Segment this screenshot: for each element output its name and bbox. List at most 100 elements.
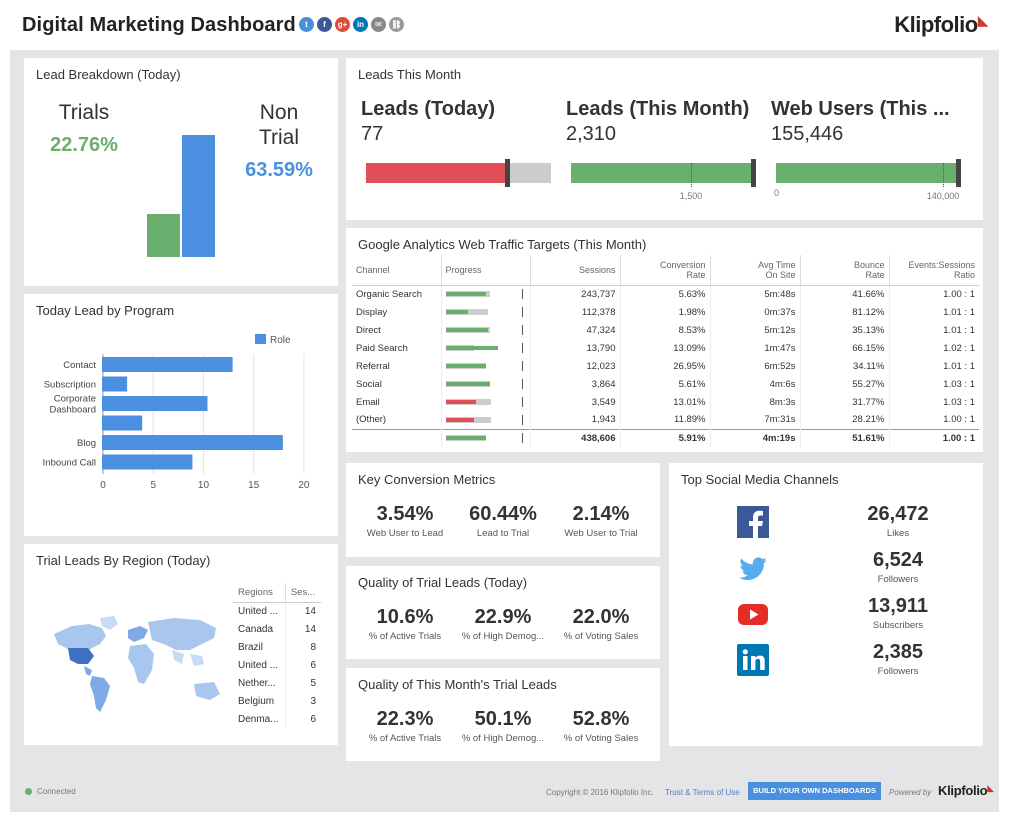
category-label: Corporate (54, 394, 96, 405)
progress-fill (445, 328, 488, 332)
cell-bounce: 35.13% (800, 321, 890, 339)
table-row[interactable]: Paid Search 13,790 13.09% 1m:47s 66.15% 1.02 … (352, 339, 979, 357)
cell-progress (441, 285, 531, 303)
conversion-metrics-panel: Key Conversion Metrics 3.54% Web User to … (346, 463, 660, 557)
cell-progress (441, 428, 531, 447)
region-sessions: 6 (284, 710, 321, 728)
category-label: Dashboard (50, 405, 96, 416)
program-bar[interactable] (102, 435, 283, 450)
region-table: Regions Ses... United ... 14 Canada 14 Brazi… (233, 583, 321, 728)
region-row[interactable]: Nether... 5 (233, 674, 321, 692)
region-row[interactable]: Denma... 6 (233, 710, 321, 728)
panel-title: Google Analytics Web Traffic Targets (Th… (358, 237, 647, 252)
brand-logo[interactable]: Klipfolio◣ (894, 12, 988, 37)
cell-ratio: 1.00 : 1 (943, 414, 975, 426)
region-name: United ... (238, 659, 279, 671)
metric-label: % of High Demog... (461, 733, 545, 744)
category-label: Subscription (44, 380, 96, 391)
metric-value: 22.3% (376, 708, 434, 730)
metric-label: % of High Demog... (461, 631, 545, 642)
link-icon[interactable]: ⛓ (389, 17, 404, 32)
table-row[interactable]: Organic Search 243,737 5.63% 5m:48s 41.66% 1.… (352, 285, 979, 303)
linkedin-icon[interactable]: in (353, 17, 368, 32)
program-bar[interactable] (102, 396, 208, 411)
program-bar[interactable] (102, 454, 193, 470)
progress-marker (521, 361, 523, 371)
footer-brand-logo[interactable]: Klipfolio◣ (938, 783, 994, 798)
non-trial-label-2: Trial (258, 126, 300, 149)
metric-label: Lead to Trial (476, 528, 530, 539)
build-dashboards-button[interactable]: BUILD YOUR OWN DASHBOARDS (748, 782, 881, 800)
leads-month-panel: Leads This Month Leads (Today) 77 Leads (T… (346, 58, 983, 220)
non-trial-bar (182, 135, 215, 257)
program-bar[interactable] (102, 357, 233, 372)
table-row[interactable]: Referral 12,023 26.95% 6m:52s 34.11% 1.01 : 1 (352, 357, 979, 375)
table-row[interactable]: Email 3,549 13.01% 8m:3s 31.77% 1.03 : 1 (352, 393, 979, 411)
email-icon[interactable]: ✉ (371, 17, 386, 32)
col-events-ratio: Events:Sessions Ratio (889, 255, 979, 286)
table-row[interactable]: (Other) 1,943 11.89% 7m:31s 28.21% 1.00 : 1 (352, 411, 979, 429)
twitter-icon[interactable] (737, 552, 769, 584)
dashboard-canvas: Lead Breakdown (Today) Trials 22.76% Non… (10, 50, 999, 812)
status-dot-icon (25, 788, 32, 795)
region-row[interactable]: Belgium 3 (233, 692, 321, 710)
cell-progress (441, 339, 531, 357)
x-tick-label: 20 (298, 480, 310, 491)
social-count: 13,911 (867, 595, 929, 617)
terms-link[interactable]: Trust & Terms of Use (665, 788, 740, 797)
progress-bar (445, 432, 526, 444)
region-row[interactable]: Brazil 8 (233, 638, 321, 656)
gauge-marker (956, 159, 961, 187)
facebook-icon[interactable]: f (317, 17, 332, 32)
progress-fill (445, 400, 476, 404)
facebook-icon[interactable] (737, 506, 769, 538)
metric-value: 3.54% (376, 503, 434, 525)
col-sessions: Ses... (284, 583, 321, 603)
cell-avg: 0m:37s (710, 303, 801, 321)
metric-label: Web User to Trial (564, 528, 638, 539)
progress-fill (445, 436, 486, 441)
twitter-icon[interactable]: t (299, 17, 314, 32)
cell-channel: Paid Search (352, 339, 442, 357)
quality-today-panel: Quality of Trial Leads (Today) 10.6% % of… (346, 566, 660, 659)
cell-avg: 1m:47s (710, 339, 801, 357)
panel-title: Leads This Month (358, 67, 462, 82)
social-metric-label: Followers (877, 574, 919, 585)
progress-marker (521, 307, 523, 317)
cell-progress (441, 303, 531, 321)
metric-value: 10.6% (376, 606, 434, 628)
table-row[interactable]: Social 3,864 5.61% 4m:6s 55.27% 1.03 : 1 (352, 375, 979, 393)
region-row[interactable]: United ... 6 (233, 656, 321, 674)
world-map[interactable] (44, 604, 234, 724)
region-row[interactable]: United ... 14 (233, 602, 321, 620)
program-bar[interactable] (102, 376, 128, 392)
cell-ratio: 1.03 : 1 (943, 396, 975, 408)
table-row[interactable]: Direct 47,324 8.53% 5m:12s 35.13% 1.01 : 1 (352, 321, 979, 339)
cell-avg: 8m:3s (710, 393, 801, 411)
progress-fill (445, 346, 498, 350)
progress-bar (445, 396, 526, 408)
col-conversion: Conversion Rate (620, 255, 711, 286)
region-row[interactable]: Canada 14 (233, 620, 321, 638)
kpi-gauge (366, 159, 551, 187)
gauge-target-line (691, 163, 692, 187)
cell-avg: 6m:52s (710, 357, 801, 375)
cell-sessions: 438,606 (530, 428, 621, 447)
program-bar[interactable] (102, 415, 143, 431)
col-bounce: Bounce Rate (800, 255, 890, 286)
progress-marker (521, 325, 523, 335)
google-plus-icon[interactable]: g+ (335, 17, 350, 32)
table-row[interactable]: Display 112,378 1.98% 0m:37s 81.12% 1.01 : 1 (352, 303, 979, 321)
region-name: Denma... (238, 713, 279, 725)
cell-channel: Social (352, 375, 442, 393)
cell-conv: 13.09% (620, 339, 711, 357)
youtube-icon[interactable] (737, 598, 769, 630)
cell-conv: 5.63% (620, 285, 711, 303)
cell-bounce: 41.66% (800, 285, 890, 303)
metric-value: 50.1% (474, 708, 532, 730)
table-total-row[interactable]: 438,606 5.91% 4m:19s 51.61% 1.00 : 1 (352, 428, 979, 447)
linkedin-icon[interactable] (737, 644, 769, 676)
cell-channel: Referral (352, 357, 442, 375)
gauge-target-label: 140,000 (926, 191, 960, 201)
legend-label: Role (270, 335, 291, 346)
